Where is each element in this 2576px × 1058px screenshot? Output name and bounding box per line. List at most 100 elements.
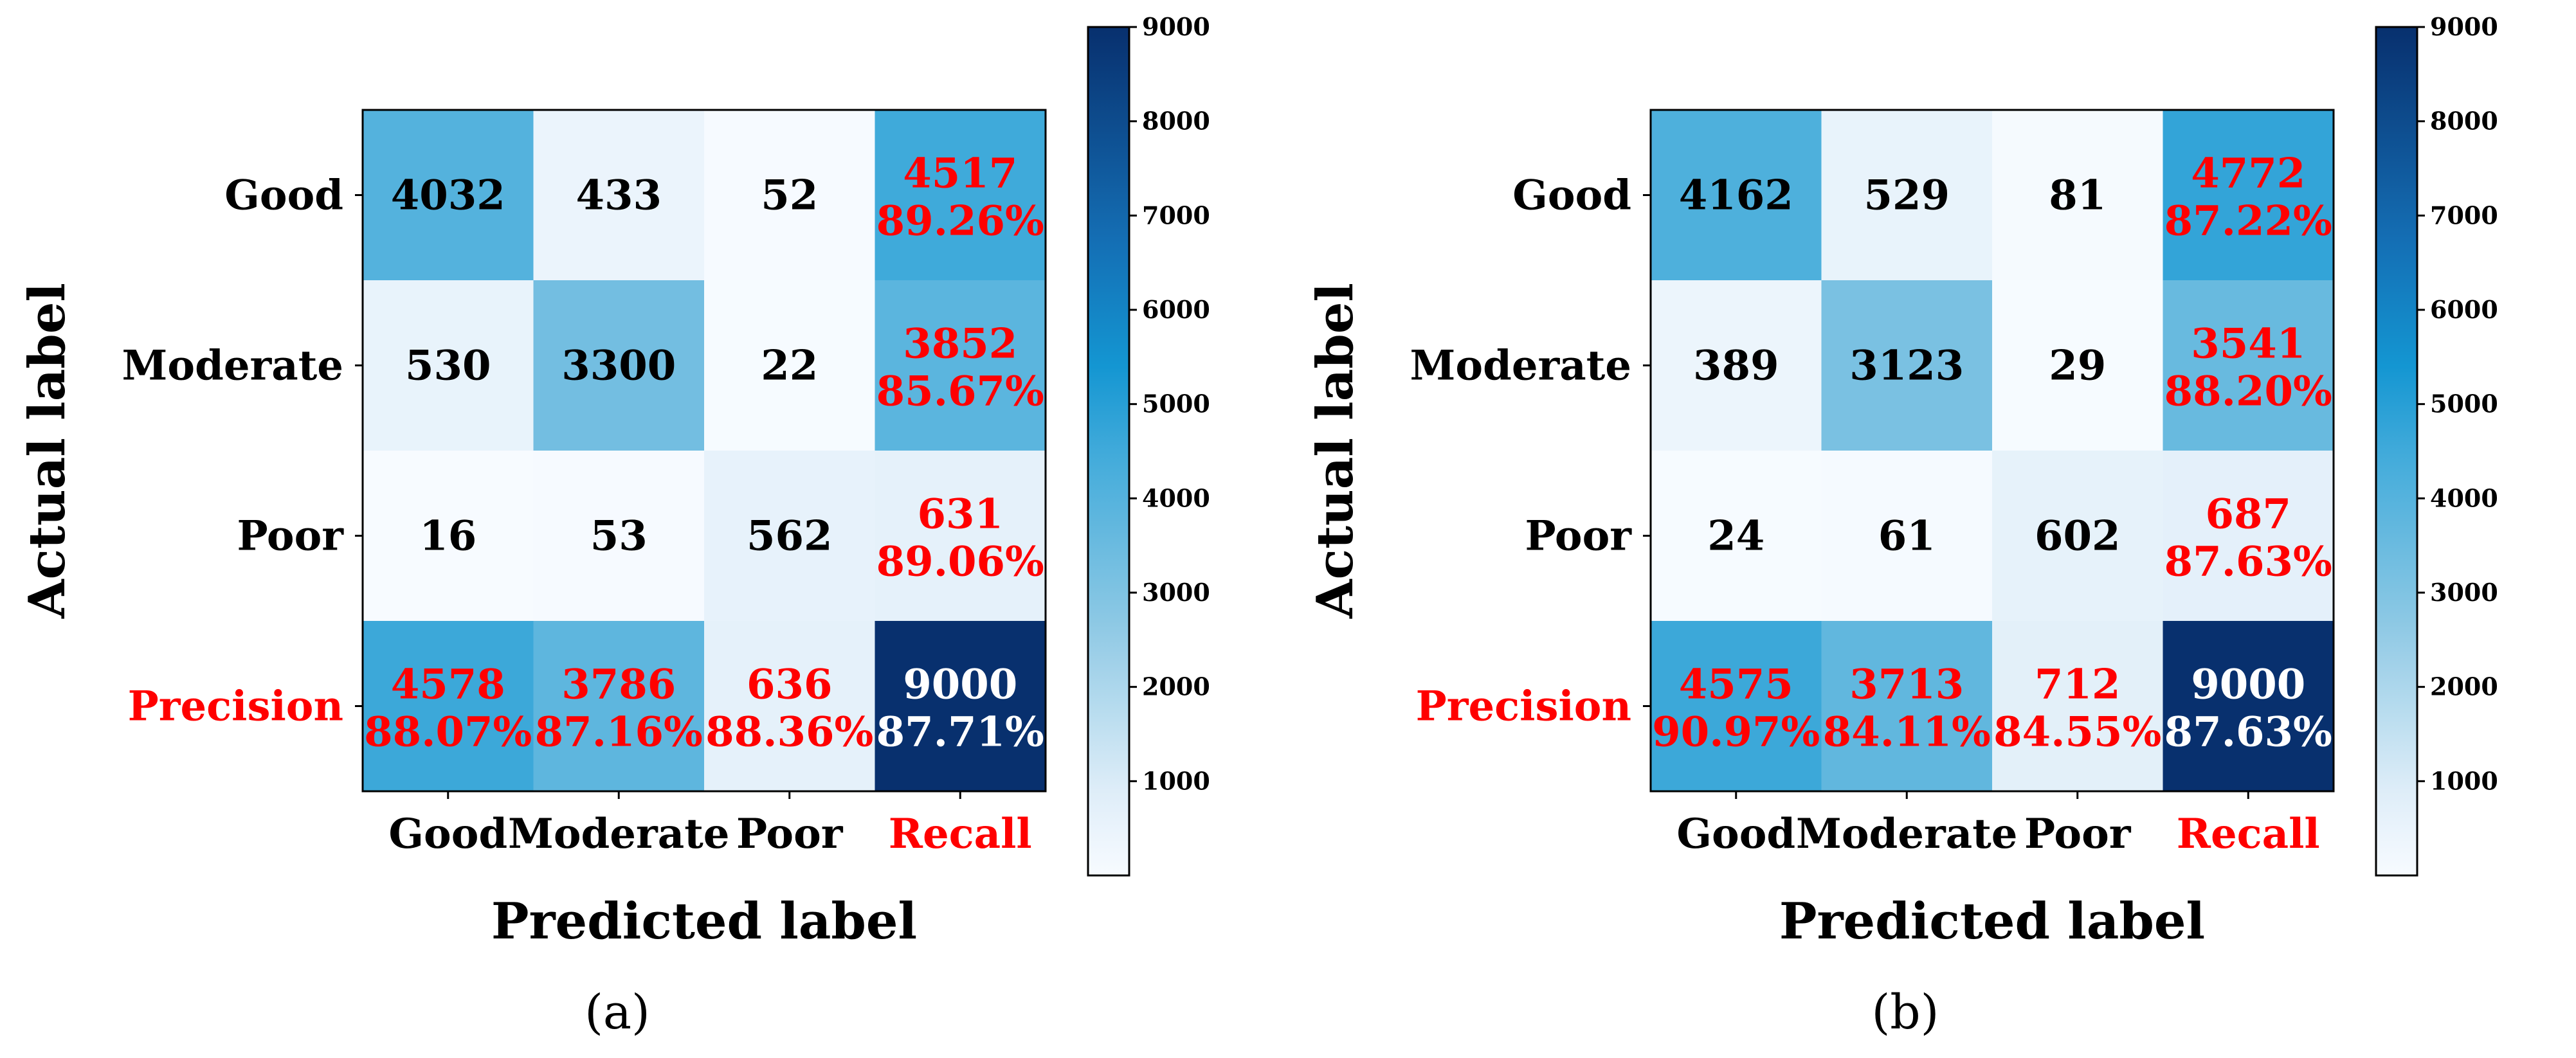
cell-2-1 (533, 451, 705, 622)
cell-2-2 (704, 451, 875, 622)
cell-1-1 (1821, 280, 1993, 451)
panel-caption: (b) (1871, 985, 1939, 1040)
x-tick-label-1: Moderate (508, 810, 729, 858)
cell-value-1-1: 3123 (1849, 342, 1964, 390)
cell-value-0-0: 4162 (1679, 172, 1793, 220)
colorbar-tick-label-6: 7000 (2430, 201, 2498, 229)
x-tick-label-2: Poor (2024, 810, 2132, 858)
y-tick-label-0: Good (224, 172, 343, 220)
cell-value-0-1: 433 (576, 172, 662, 220)
colorbar-tick-label-6: 7000 (1142, 201, 1210, 229)
cell-value-2-2: 602 (2035, 512, 2121, 560)
cell-pct-1-3: 88.20% (2164, 368, 2332, 416)
cell-total-3-3: 9000 (903, 661, 1017, 709)
cell-0-1 (533, 110, 705, 281)
confusion-matrix-panel-b: 4162 529 81 4772 87.22% 389 3123 29 3541 88.20% 24… (1288, 0, 2576, 1058)
y-tick-label-1: Moderate (122, 342, 343, 390)
cell-value-0-1: 529 (1864, 172, 1950, 220)
colorbar-tick-label-2: 3000 (2430, 578, 2498, 607)
cell-value-2-1: 61 (1878, 512, 1936, 560)
cell-total-2-3: 687 (2205, 490, 2291, 539)
cell-pct-1-3: 85.67% (876, 368, 1044, 416)
colorbar-tick-label-3: 4000 (1142, 483, 1210, 512)
cell-1-0 (363, 280, 534, 451)
cell-1-3 (2163, 280, 2334, 451)
cell-0-1 (1821, 110, 1993, 281)
colorbar-tick-label-8: 9000 (1142, 12, 1210, 41)
cell-pct-0-3: 87.22% (2164, 197, 2332, 246)
cell-value-2-0: 24 (1707, 512, 1764, 560)
cell-pct-0-3: 89.26% (876, 197, 1044, 246)
colorbar-tick-label-1: 2000 (1142, 672, 1210, 701)
colorbar-tick-label-1: 2000 (2430, 672, 2498, 701)
cell-3-0 (1651, 621, 1822, 792)
colorbar-tick-label-7: 8000 (2430, 107, 2498, 136)
cell-pct-2-3: 89.06% (876, 538, 1044, 586)
cell-1-2 (704, 280, 875, 451)
cell-value-1-2: 22 (761, 342, 818, 390)
y-tick-label-2: Poor (237, 512, 345, 560)
cell-value-0-2: 52 (761, 172, 818, 220)
cell-total-3-2: 636 (747, 661, 833, 709)
cell-pct-3-2: 84.55% (1993, 708, 2161, 757)
cell-3-3 (875, 621, 1046, 792)
cell-1-3 (875, 280, 1046, 451)
cell-value-0-0: 4032 (391, 172, 505, 220)
cell-pct-3-3: 87.63% (2164, 708, 2332, 757)
cell-0-3 (2163, 110, 2334, 281)
colorbar (2375, 26, 2418, 877)
x-tick-label-0: Good (388, 810, 507, 858)
cell-0-2 (704, 110, 875, 281)
y-axis-label: Actual label (1306, 283, 1365, 619)
cell-0-0 (363, 110, 534, 281)
x-tick-label-1: Moderate (1796, 810, 2017, 858)
cell-total-1-3: 3852 (903, 320, 1017, 368)
cell-value-1-0: 530 (405, 342, 491, 390)
x-tick-label-3: Recall (889, 810, 1032, 858)
cell-pct-2-3: 87.63% (2164, 538, 2332, 586)
cell-1-1 (533, 280, 705, 451)
cell-3-2 (1992, 621, 2163, 792)
cell-2-0 (363, 451, 534, 622)
cell-2-0 (1651, 451, 1822, 622)
cell-total-3-2: 712 (2035, 661, 2121, 709)
cell-pct-3-3: 87.71% (876, 708, 1044, 757)
cell-0-0 (1651, 110, 1822, 281)
cell-total-1-3: 3541 (2191, 320, 2305, 368)
y-tick-label-0: Good (1512, 172, 1631, 220)
cell-pct-3-0: 90.97% (1652, 708, 1820, 757)
cell-pct-3-1: 87.16% (535, 708, 703, 757)
cell-3-3 (2163, 621, 2334, 792)
confusion-matrix-panel-a: 4032 433 52 4517 89.26% 530 3300 22 3852 85.67% 16… (18, 12, 1210, 1040)
colorbar-tick-label-8: 9000 (2430, 12, 2498, 41)
cell-value-1-2: 29 (2049, 342, 2106, 390)
cell-value-1-0: 389 (1693, 342, 1779, 390)
cell-value-2-1: 53 (590, 512, 648, 560)
x-tick-label-0: Good (1676, 810, 1795, 858)
y-axis-label: Actual label (18, 283, 77, 619)
cell-0-2 (1992, 110, 2163, 281)
colorbar-tick-label-2: 3000 (1142, 578, 1210, 607)
cell-0-3 (875, 110, 1046, 281)
colorbar-tick-label-3: 4000 (2430, 483, 2498, 512)
colorbar (1087, 26, 1130, 877)
cell-pct-3-1: 84.11% (1823, 708, 1991, 757)
cell-2-2 (1992, 451, 2163, 622)
cell-value-1-1: 3300 (561, 342, 676, 390)
cell-3-0 (363, 621, 534, 792)
cell-total-3-0: 4575 (1679, 661, 1793, 709)
axes-frame (361, 109, 1047, 793)
cell-3-2 (704, 621, 875, 792)
cell-total-0-3: 4517 (903, 150, 1017, 198)
panel-caption: (a) (585, 985, 650, 1040)
cell-2-3 (875, 451, 1046, 622)
x-tick-label-2: Poor (736, 810, 844, 858)
cell-2-1 (1821, 451, 1993, 622)
cell-value-2-2: 562 (747, 512, 833, 560)
colorbar-tick-label-4: 5000 (1142, 390, 1210, 418)
cell-total-2-3: 631 (917, 490, 1003, 539)
colorbar-tick-label-0: 1000 (2430, 766, 2498, 795)
